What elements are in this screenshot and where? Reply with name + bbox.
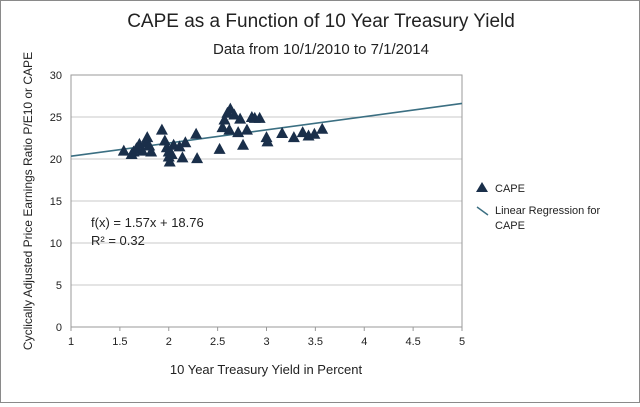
x-tick-label: 1.5 [112, 336, 127, 348]
y-axis-label: Cyclically Adjusted Price Earnings Ratio… [21, 52, 35, 350]
data-point [261, 135, 274, 147]
y-tick-labels: 0 5 10 15 20 25 30 [50, 70, 62, 334]
x-axis-label: 10 Year Treasury Yield in Percent [170, 362, 363, 377]
legend-marker-regression [476, 206, 489, 216]
data-point [173, 140, 186, 152]
x-tick-label: 1 [68, 336, 74, 348]
data-point [145, 145, 158, 157]
data-point [308, 127, 321, 139]
data-point [216, 121, 229, 133]
data-point [136, 144, 149, 156]
legend-label-regression-line1: Linear Regression for [495, 205, 601, 217]
x-tick-label: 5 [459, 336, 465, 348]
y-tick-label: 30 [50, 70, 62, 82]
plot-area [70, 74, 463, 328]
data-point [296, 126, 309, 138]
data-point [232, 126, 245, 138]
y-tick-label: 5 [56, 280, 62, 292]
data-point [191, 152, 204, 164]
data-point [253, 111, 266, 123]
chart-title: CAPE as a Function of 10 Year Treasury Y… [127, 11, 515, 32]
data-point [155, 123, 168, 135]
y-tick-label: 20 [50, 154, 62, 166]
data-point [240, 123, 253, 135]
data-point [237, 138, 250, 150]
data-point [213, 142, 226, 154]
data-point [117, 144, 130, 156]
x-tick-label: 2.5 [210, 336, 225, 348]
x-tick-labels: 1 1.5 2 2.5 3 3.5 4 4.5 5 [68, 336, 465, 348]
data-point [218, 113, 231, 125]
y-tick-label: 15 [50, 196, 62, 208]
data-point [316, 122, 329, 134]
regression-line [70, 102, 463, 158]
data-point [228, 108, 241, 120]
data-point [163, 155, 176, 167]
data-point [287, 131, 300, 143]
regression-equation: f(x) = 1.57x + 18.76 [91, 215, 204, 230]
x-tick-label: 3.5 [308, 336, 323, 348]
data-point [141, 131, 154, 143]
x-tick-label: 3 [263, 336, 269, 348]
legend-label-regression-line2: CAPE [495, 220, 525, 232]
scatter-points [117, 102, 329, 167]
legend-label-cape: CAPE [495, 183, 525, 195]
chart-subtitle: Data from 10/1/2010 to 7/1/2014 [213, 41, 429, 58]
data-point [223, 123, 236, 135]
y-tick-label: 25 [50, 112, 62, 124]
x-tick-label: 4 [361, 336, 367, 348]
y-tick-label: 10 [50, 238, 62, 250]
data-point [179, 136, 192, 148]
legend-marker-cape [476, 182, 488, 192]
data-point [176, 151, 189, 163]
data-point [165, 147, 178, 159]
r-squared-label: R² = 0.32 [91, 233, 145, 248]
data-point [276, 126, 289, 138]
data-point [234, 112, 247, 124]
x-tick-label: 2 [166, 336, 172, 348]
data-point [158, 134, 171, 146]
legend: CAPE Linear Regression for CAPE [476, 182, 601, 232]
data-point [190, 127, 203, 139]
x-tick-label: 4.5 [405, 336, 420, 348]
grid-layer [70, 74, 463, 331]
y-tick-label: 0 [56, 322, 62, 334]
